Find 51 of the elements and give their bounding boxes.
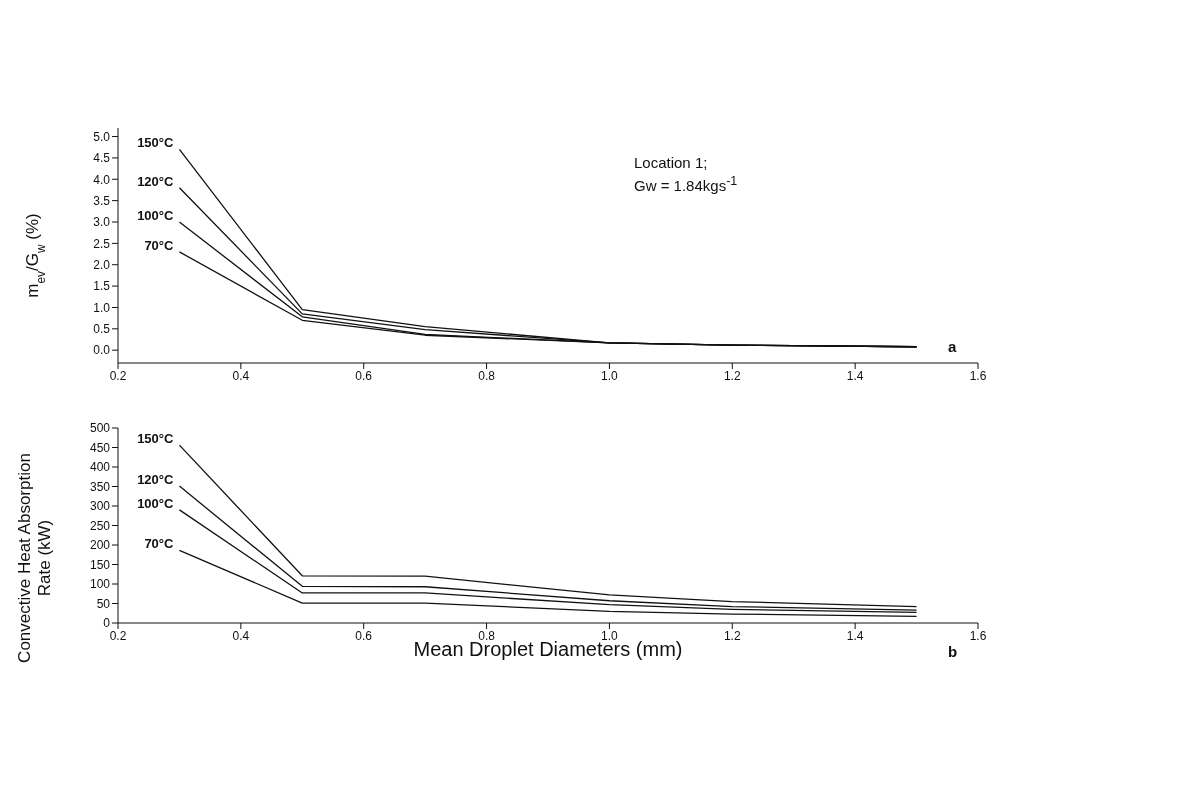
y-axis-title: Convective Heat Absorption Rate (kW) [14, 453, 54, 663]
series-label: 150°C [137, 135, 175, 151]
x-tick-label: 1.2 [723, 628, 741, 643]
y-tick-label: 500 [89, 421, 111, 436]
x-tick-label: 0.6 [355, 368, 373, 383]
y-tick-label: 2.0 [93, 257, 111, 272]
series-label: 70°C [144, 237, 175, 253]
x-tick-label: 1.4 [846, 628, 864, 643]
x-tick-label: 1.0 [601, 368, 619, 383]
y-tick-label: 3.0 [93, 215, 111, 230]
series-label: 120°C [137, 173, 175, 189]
x-tick-label: 0.8 [478, 628, 496, 643]
y-tick-label: 450 [89, 440, 111, 455]
y-tick-label: 3.5 [93, 193, 111, 208]
y-tick-label: 5.0 [93, 129, 111, 144]
y-tick-label: 0.5 [93, 322, 111, 337]
annotation: Gw = 1.84kgs$^{-1}$ [634, 173, 738, 195]
y-tick-label: 2.5 [93, 236, 111, 251]
annotation: Location 1; [634, 153, 709, 172]
series-label: 150°C [137, 431, 175, 447]
y-tick-label: 0 [103, 616, 111, 631]
x-tick-label: 0.8 [478, 368, 496, 383]
x-tick-label: 0.4 [232, 368, 250, 383]
y-tick-label: 300 [89, 499, 111, 514]
y-tick-label: 4.5 [93, 151, 111, 166]
y-tick-label: 1.5 [93, 279, 111, 294]
series-label: 100°C [137, 208, 175, 223]
y-tick-label: 200 [89, 538, 111, 553]
y-tick-label: 150 [89, 557, 111, 572]
x-tick-label: 0.2 [109, 628, 127, 643]
x-tick-label: 1.4 [846, 368, 864, 383]
x-tick-label: 0.2 [109, 368, 127, 383]
text: b [948, 643, 958, 660]
series-label: 120°C [137, 472, 175, 488]
series-label: 100°C [137, 495, 175, 511]
y-tick-label: 400 [89, 460, 111, 475]
x-tick-label: 1.0 [601, 628, 619, 643]
y-tick-label: 50 [96, 596, 111, 611]
y-tick-label: 350 [89, 479, 111, 494]
y-tick-label: 250 [89, 518, 111, 533]
x-tick-label: 0.6 [355, 628, 373, 643]
y-tick-label: 1.0 [93, 300, 111, 315]
x-tick-label: 1.6 [969, 628, 987, 643]
annotation: a [948, 338, 957, 355]
series-label: 70°C [144, 536, 175, 552]
x-tick-label: 1.6 [969, 368, 987, 383]
y-tick-label: 100 [89, 577, 111, 592]
y-tick-label: 4.0 [93, 172, 111, 187]
y-tick-label: 0.0 [93, 343, 111, 358]
x-tick-label: 1.2 [723, 368, 741, 383]
x-tick-label: 0.4 [232, 628, 250, 643]
